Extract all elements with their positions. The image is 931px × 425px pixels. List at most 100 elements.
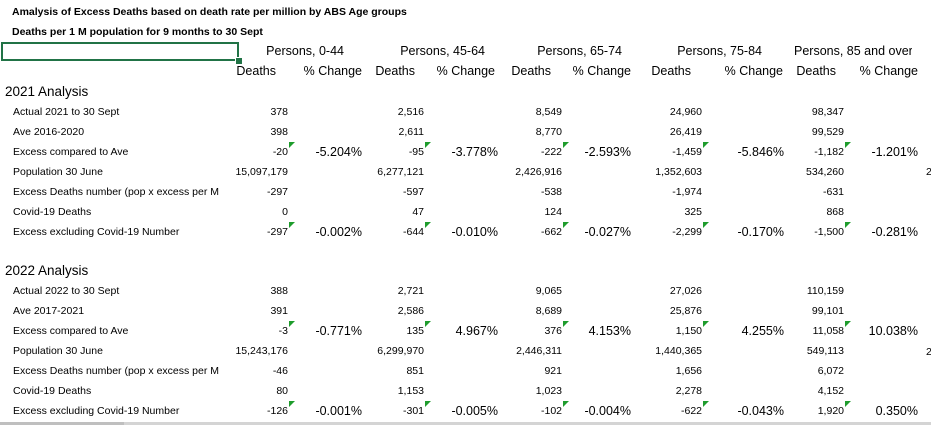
change-cell[interactable]: -0.281% bbox=[871, 225, 918, 239]
value-cell[interactable]: 2,611 bbox=[398, 126, 425, 138]
change-cell[interactable]: -0.043% bbox=[737, 404, 784, 418]
value-cell[interactable]: 1,352,603 bbox=[655, 166, 702, 178]
value-cell[interactable]: 24,960 bbox=[669, 106, 702, 118]
change-cell[interactable]: -5.846% bbox=[737, 145, 784, 159]
value-cell[interactable]: 868 bbox=[826, 206, 844, 218]
value-cell[interactable]: 8,689 bbox=[535, 305, 562, 317]
selected-cell[interactable] bbox=[1, 42, 239, 61]
error-indicator-icon[interactable] bbox=[425, 401, 431, 407]
value-cell[interactable]: -3 bbox=[278, 325, 288, 337]
error-indicator-icon[interactable] bbox=[425, 142, 431, 148]
value-cell[interactable]: 2,426,916 bbox=[515, 166, 562, 178]
change-cell[interactable]: 4.153% bbox=[588, 324, 631, 338]
change-cell[interactable]: -0.170% bbox=[737, 225, 784, 239]
value-cell[interactable]: -1,182 bbox=[814, 146, 844, 158]
value-cell[interactable]: 1,153 bbox=[397, 385, 424, 397]
value-cell[interactable]: 2,446,311 bbox=[516, 345, 562, 357]
error-indicator-icon[interactable] bbox=[289, 321, 295, 327]
value-cell[interactable]: -631 bbox=[822, 186, 844, 198]
value-cell[interactable]: 325 bbox=[684, 206, 702, 218]
change-cell[interactable]: 0.350% bbox=[875, 404, 918, 418]
value-cell[interactable]: 9,065 bbox=[535, 285, 562, 297]
fill-handle[interactable] bbox=[235, 57, 243, 65]
value-cell[interactable]: -297 bbox=[266, 226, 288, 238]
value-cell[interactable]: 534,260 bbox=[806, 166, 844, 178]
change-cell[interactable]: -1.201% bbox=[871, 145, 918, 159]
value-cell[interactable]: 2,516 bbox=[397, 106, 424, 118]
error-indicator-icon[interactable] bbox=[425, 321, 431, 327]
value-cell[interactable]: -1,459 bbox=[672, 146, 702, 158]
value-cell[interactable]: 4,152 bbox=[817, 385, 844, 397]
value-cell[interactable]: 6,277,121 bbox=[377, 166, 424, 178]
value-cell[interactable]: 2,278 bbox=[675, 385, 702, 397]
change-cell[interactable]: -0.001% bbox=[315, 404, 362, 418]
value-cell[interactable]: 1,440,365 bbox=[655, 345, 702, 357]
error-indicator-icon[interactable] bbox=[845, 401, 851, 407]
value-cell[interactable]: 15,243,176 bbox=[235, 345, 288, 357]
value-cell[interactable]: -644 bbox=[402, 226, 424, 238]
change-cell[interactable]: -0.005% bbox=[451, 404, 498, 418]
value-cell[interactable]: -222 bbox=[540, 146, 562, 158]
value-cell[interactable]: 0 bbox=[282, 206, 288, 218]
value-cell[interactable]: 124 bbox=[544, 206, 562, 218]
value-cell[interactable]: 8,549 bbox=[535, 106, 562, 118]
error-indicator-icon[interactable] bbox=[845, 222, 851, 228]
error-indicator-icon[interactable] bbox=[289, 142, 295, 148]
value-cell[interactable]: 110,159 bbox=[806, 285, 844, 297]
value-cell[interactable]: 921 bbox=[544, 365, 562, 377]
value-cell[interactable]: -538 bbox=[540, 186, 562, 198]
error-indicator-icon[interactable] bbox=[563, 142, 569, 148]
value-cell[interactable]: 391 bbox=[270, 305, 288, 317]
value-cell[interactable]: -95 bbox=[408, 146, 424, 158]
value-cell[interactable]: 135 bbox=[406, 325, 424, 337]
value-cell[interactable]: -662 bbox=[540, 226, 562, 238]
change-cell[interactable]: -0.004% bbox=[584, 404, 631, 418]
change-cell[interactable]: -0.027% bbox=[584, 225, 631, 239]
value-cell[interactable]: 25,876 bbox=[669, 305, 702, 317]
value-cell[interactable]: 388 bbox=[270, 285, 288, 297]
value-cell[interactable]: 1,023 bbox=[535, 385, 562, 397]
change-cell[interactable]: -2.593% bbox=[584, 145, 631, 159]
change-cell[interactable]: -5.204% bbox=[315, 145, 362, 159]
value-cell[interactable]: 47 bbox=[412, 206, 424, 218]
value-cell[interactable]: -126 bbox=[266, 405, 288, 417]
value-cell[interactable]: -20 bbox=[272, 146, 288, 158]
value-cell[interactable]: -301 bbox=[402, 405, 424, 417]
value-cell[interactable]: 2,721 bbox=[397, 285, 424, 297]
value-cell[interactable]: 80 bbox=[276, 385, 288, 397]
error-indicator-icon[interactable] bbox=[289, 401, 295, 407]
value-cell[interactable]: 26,419 bbox=[669, 126, 702, 138]
value-cell[interactable]: 15,097,179 bbox=[235, 166, 288, 178]
error-indicator-icon[interactable] bbox=[703, 142, 709, 148]
change-cell[interactable]: 4.967% bbox=[455, 324, 498, 338]
value-cell[interactable]: 398 bbox=[270, 126, 288, 138]
change-cell[interactable]: 4.255% bbox=[741, 324, 784, 338]
value-cell[interactable]: 6,299,970 bbox=[377, 345, 424, 357]
change-cell[interactable]: -0.010% bbox=[451, 225, 498, 239]
change-cell[interactable]: -0.771% bbox=[315, 324, 362, 338]
change-cell[interactable]: -3.778% bbox=[451, 145, 498, 159]
value-cell[interactable]: 2,586 bbox=[397, 305, 424, 317]
value-cell[interactable]: 11,058 bbox=[812, 325, 844, 337]
value-cell[interactable]: 99,529 bbox=[811, 126, 844, 138]
value-cell[interactable]: -2,299 bbox=[672, 226, 702, 238]
error-indicator-icon[interactable] bbox=[425, 222, 431, 228]
value-cell[interactable]: -297 bbox=[266, 186, 288, 198]
value-cell[interactable]: 851 bbox=[406, 365, 424, 377]
error-indicator-icon[interactable] bbox=[563, 401, 569, 407]
error-indicator-icon[interactable] bbox=[845, 321, 851, 327]
error-indicator-icon[interactable] bbox=[703, 222, 709, 228]
value-cell[interactable]: -46 bbox=[272, 365, 288, 377]
value-cell[interactable]: -102 bbox=[540, 405, 562, 417]
value-cell[interactable]: 1,920 bbox=[817, 405, 844, 417]
value-cell[interactable]: 1,656 bbox=[675, 365, 702, 377]
value-cell[interactable]: 8,770 bbox=[535, 126, 562, 138]
change-cell[interactable]: -0.002% bbox=[315, 225, 362, 239]
value-cell[interactable]: 99,101 bbox=[811, 305, 844, 317]
error-indicator-icon[interactable] bbox=[563, 222, 569, 228]
error-indicator-icon[interactable] bbox=[703, 401, 709, 407]
value-cell[interactable]: 98,347 bbox=[811, 106, 844, 118]
value-cell[interactable]: -622 bbox=[680, 405, 702, 417]
value-cell[interactable]: 27,026 bbox=[669, 285, 702, 297]
error-indicator-icon[interactable] bbox=[703, 321, 709, 327]
